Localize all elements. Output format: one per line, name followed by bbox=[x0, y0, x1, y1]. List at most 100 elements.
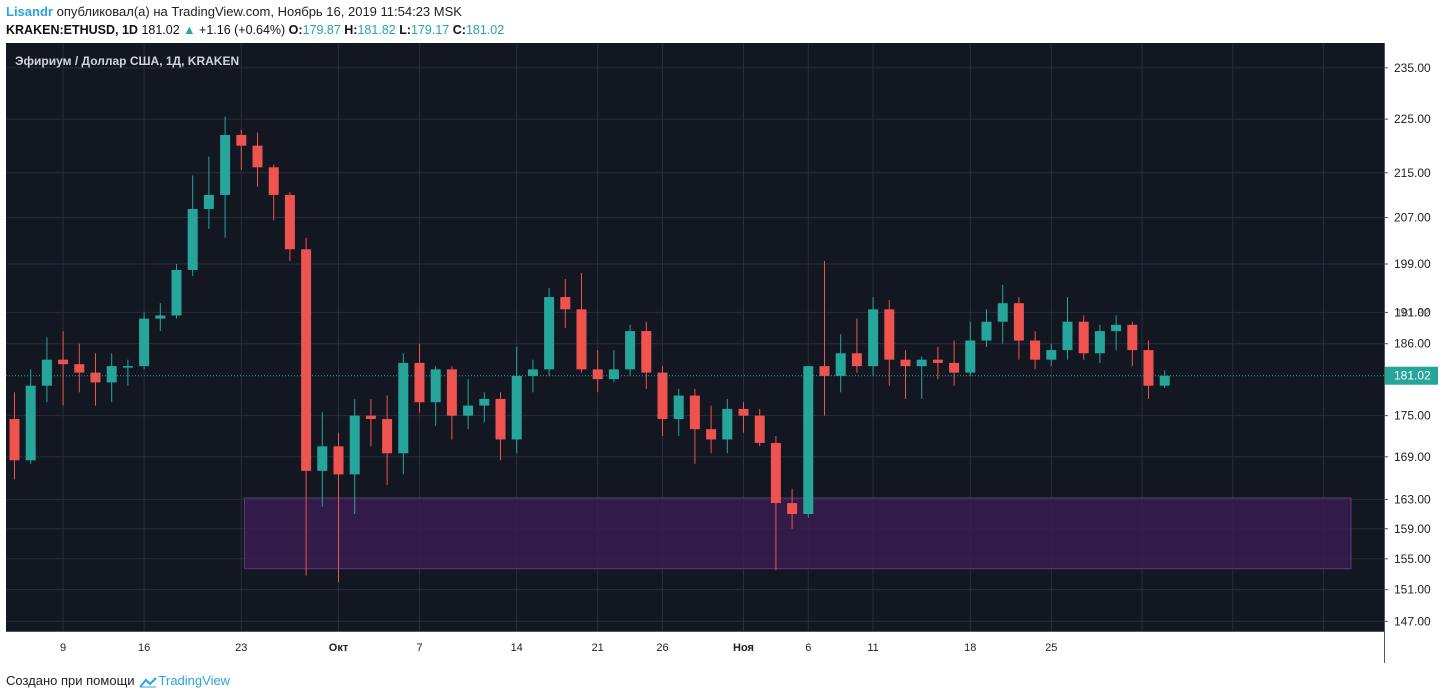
candle-body bbox=[1078, 321, 1089, 354]
y-tick-label: 155.00 bbox=[1394, 552, 1431, 566]
chart-title: Эфириум / Доллар США, 1Д, KRAKEN bbox=[15, 54, 239, 68]
last-price-tag bbox=[1384, 366, 1438, 385]
candle-body bbox=[527, 369, 538, 376]
x-tick-label: 7 bbox=[416, 642, 422, 654]
candle-body bbox=[1159, 375, 1170, 386]
y-tick-label: 225.00 bbox=[1394, 112, 1431, 126]
tradingview-link[interactable]: TradingView bbox=[158, 673, 231, 688]
candle-body bbox=[463, 405, 474, 416]
x-tick-label: 11 bbox=[867, 642, 878, 654]
candle-body bbox=[1143, 350, 1154, 386]
candle-body bbox=[576, 309, 587, 370]
candle-body bbox=[414, 362, 425, 403]
candle-body bbox=[284, 194, 295, 250]
candle-body bbox=[592, 369, 603, 380]
x-tick-label: 21 bbox=[592, 642, 604, 654]
candlestick-chart[interactable]: 235.00 225.00 215.00 207.00 199.00 191.00 186.… bbox=[6, 43, 1438, 663]
y-tick-label: 186.00 bbox=[1394, 337, 1431, 351]
candle-body bbox=[608, 369, 619, 380]
candle-body bbox=[446, 369, 457, 416]
candle-body bbox=[1094, 331, 1105, 354]
candle-body bbox=[41, 359, 52, 386]
y-tick-label: 207.00 bbox=[1394, 211, 1431, 225]
support-zone bbox=[244, 497, 1352, 570]
y-tick-label: 163.00 bbox=[1394, 492, 1431, 506]
x-tick-label: 26 bbox=[656, 642, 668, 654]
high-value: 181.82 bbox=[357, 23, 396, 37]
last-price: 181.02 bbox=[141, 23, 180, 37]
price-change: +1.16 (+0.64%) bbox=[199, 23, 286, 37]
candle-body bbox=[106, 366, 117, 383]
candle-body bbox=[1046, 350, 1057, 360]
candle-body bbox=[900, 359, 911, 367]
candle-body bbox=[171, 269, 182, 316]
time-axis-background bbox=[6, 631, 1384, 663]
candle-body bbox=[884, 309, 895, 360]
candle-body bbox=[1127, 324, 1138, 351]
candle-body bbox=[689, 395, 700, 430]
candle-body bbox=[560, 297, 571, 310]
candle-body bbox=[625, 331, 636, 370]
candle-body bbox=[236, 134, 247, 146]
candle-body bbox=[754, 415, 765, 443]
candle-body bbox=[382, 419, 393, 454]
candle-body bbox=[495, 398, 506, 440]
candle-body bbox=[722, 408, 733, 440]
open-value: 179.87 bbox=[302, 23, 341, 37]
up-arrow-icon: ▲ bbox=[183, 23, 196, 37]
symbol-label: KRAKEN:ETHUSD, 1D bbox=[6, 23, 138, 37]
candle-body bbox=[90, 372, 101, 383]
candle-body bbox=[949, 362, 960, 373]
candle-body bbox=[25, 385, 36, 461]
candle-body bbox=[203, 194, 214, 209]
y-tick-label: 215.00 bbox=[1394, 166, 1431, 180]
author-link[interactable]: Lisandr bbox=[6, 4, 53, 19]
candle-body bbox=[58, 359, 69, 365]
candle-body bbox=[868, 309, 879, 367]
created-with-text: Создано при помощи bbox=[6, 673, 135, 688]
y-tick-label: 147.00 bbox=[1394, 614, 1431, 628]
candle-body bbox=[965, 340, 976, 373]
candle-body bbox=[349, 415, 360, 475]
overlap-price-label: 181.82 bbox=[1396, 307, 1430, 319]
y-tick-label: 199.00 bbox=[1394, 257, 1431, 271]
x-tick-label: 9 bbox=[60, 642, 66, 654]
candle-body bbox=[932, 359, 943, 363]
candle-body bbox=[1062, 321, 1073, 351]
x-tick-label: 14 bbox=[511, 642, 523, 654]
price-axis-background bbox=[1384, 43, 1438, 663]
candle-body bbox=[252, 145, 263, 168]
candle-body bbox=[803, 366, 814, 515]
chart-panel[interactable]: 235.00 225.00 215.00 207.00 199.00 191.00 186.… bbox=[6, 43, 1438, 663]
candle-body bbox=[398, 362, 409, 454]
candle-body bbox=[770, 442, 781, 504]
candle-body bbox=[301, 249, 312, 471]
candle-body bbox=[479, 398, 490, 406]
low-label: L: bbox=[399, 23, 412, 37]
last-price-tag-label: 181.02 bbox=[1394, 369, 1431, 383]
x-tick-label: 25 bbox=[1045, 642, 1057, 654]
y-tick-label: 191.00 bbox=[1394, 305, 1431, 319]
high-label: H: bbox=[344, 23, 358, 37]
candle-body bbox=[187, 208, 198, 270]
x-tick-label: 6 bbox=[805, 642, 811, 654]
candle-body bbox=[9, 419, 20, 461]
candle-body bbox=[365, 415, 376, 420]
candle-body bbox=[268, 167, 279, 195]
candle-body bbox=[1030, 340, 1041, 360]
candle-body bbox=[74, 364, 85, 373]
candle-body bbox=[1111, 324, 1122, 332]
x-tick-label: Ноя bbox=[733, 642, 754, 654]
y-tick-label: 151.00 bbox=[1394, 583, 1431, 597]
y-tick-label: 159.00 bbox=[1394, 522, 1431, 536]
close-value: 181.02 bbox=[465, 23, 505, 37]
candle-body bbox=[511, 375, 522, 440]
y-tick-label: 235.00 bbox=[1394, 61, 1431, 75]
candle-body bbox=[981, 321, 992, 341]
candle-body bbox=[657, 372, 668, 420]
candle-body bbox=[819, 366, 830, 376]
candle-body bbox=[706, 429, 717, 440]
candle-body bbox=[997, 303, 1008, 322]
candle-body bbox=[220, 134, 231, 195]
candle-body bbox=[835, 353, 846, 376]
